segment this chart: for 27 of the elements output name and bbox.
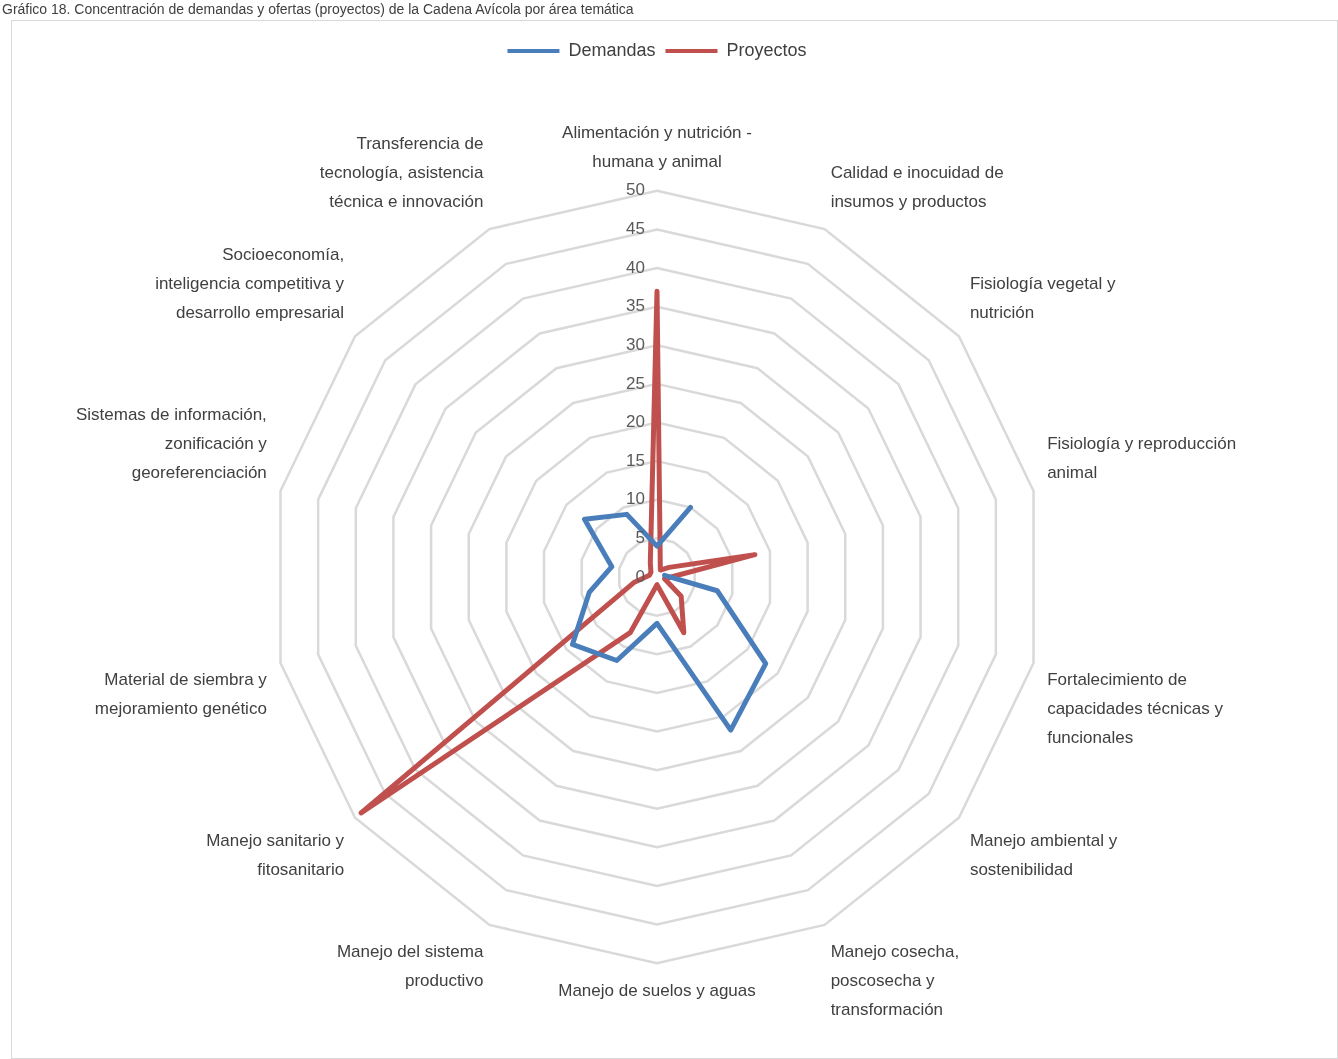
spoke-label: Transferencia de tecnología, asistencia técnica e innovación xyxy=(319,133,484,211)
spoke-label: Manejo del sistema productivo xyxy=(336,941,484,990)
y-tick-label: 5 xyxy=(635,528,645,548)
y-tick-label: 20 xyxy=(626,412,645,432)
y-tick-label: 35 xyxy=(626,296,645,316)
chart-title: Gráfico 18. Concentración de demandas y ofertas (proyectos) de la Cadena Avícola por área temática xyxy=(2,1,634,17)
spoke-label: Manejo cosecha, poscosecha y transformación xyxy=(830,941,960,1019)
spoke-label: Manejo ambiental y sostenibilidad xyxy=(969,830,1118,879)
spoke-label: Fortalecimiento de capacidades técnicas y funcionales xyxy=(1047,670,1224,747)
y-tick-label: 30 xyxy=(626,334,645,354)
legend-label: Proyectos xyxy=(726,39,807,60)
y-tick-label: 40 xyxy=(626,257,645,277)
spoke-label: Material de siembra y mejoramiento genético xyxy=(94,670,268,719)
spoke-label: Manejo sanitario y fitosanitario xyxy=(206,830,345,879)
spoke-label: Alimentación y nutrición - humana y animal xyxy=(562,123,752,172)
spoke-label: Sistemas de información, zonificación y georeferenciación xyxy=(75,405,268,483)
spoke-label: Manejo de suelos y aguas xyxy=(558,981,756,1001)
spoke-label: Fisiología vegetal y nutrición xyxy=(969,273,1116,322)
y-tick-label: 15 xyxy=(626,450,645,470)
y-tick-label: 10 xyxy=(626,489,645,509)
spoke-label: Socioeconomía, inteligencia competitiva y desarrollo empresarial xyxy=(155,244,345,322)
legend-label: Demandas xyxy=(568,39,656,60)
y-tick-label: 50 xyxy=(626,180,645,200)
y-tick-label: 25 xyxy=(626,373,645,393)
spoke-label: Calidad e inocuidad de insumos y productos xyxy=(830,162,1004,211)
spoke-label: Fisiología y reproducción animal xyxy=(1047,434,1237,483)
y-tick-label: 45 xyxy=(626,219,645,239)
